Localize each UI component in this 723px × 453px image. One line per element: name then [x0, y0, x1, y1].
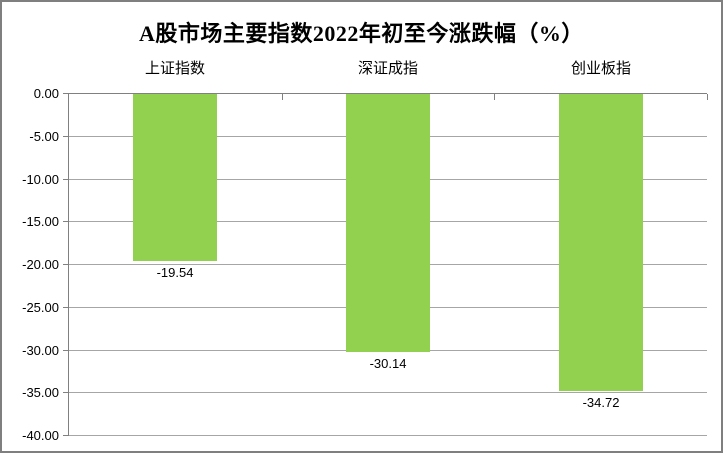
- category-label: 上证指数: [144, 60, 205, 77]
- y-axis-tick: [63, 93, 69, 94]
- y-tick-label: -5.00: [29, 129, 59, 144]
- bar-value-label: -19.54: [156, 265, 194, 280]
- y-tick-label: -30.00: [22, 343, 59, 358]
- y-axis-tick: [63, 435, 69, 436]
- y-axis-tick: [63, 264, 69, 265]
- y-tick-label: -40.00: [22, 428, 59, 443]
- y-tick-label: -35.00: [22, 385, 59, 400]
- gridline: [69, 435, 707, 436]
- y-tick-label: -25.00: [22, 300, 59, 315]
- y-axis-tick: [63, 392, 69, 393]
- chart-title: A股市场主要指数2022年初至今涨跌幅（%）: [139, 21, 584, 46]
- category-label: 深证成指: [357, 60, 418, 77]
- y-tick-label: -20.00: [22, 257, 59, 272]
- category-axis-tick: [282, 94, 283, 100]
- y-tick-label: -15.00: [22, 214, 59, 229]
- bar: [133, 94, 217, 261]
- bar: [559, 94, 643, 391]
- y-axis-tick: [63, 136, 69, 137]
- bar-value-label: -30.14: [369, 356, 407, 371]
- category-axis-line: [69, 93, 707, 94]
- bar-value-label: -34.72: [582, 395, 620, 410]
- category-axis-tick: [707, 94, 708, 100]
- y-axis-tick: [63, 307, 69, 308]
- gridline: [69, 392, 707, 393]
- y-tick-label: 0.00: [33, 86, 59, 101]
- y-tick-label: -10.00: [22, 172, 59, 187]
- y-axis-tick: [63, 350, 69, 351]
- y-axis-tick: [63, 221, 69, 222]
- y-axis-tick: [63, 179, 69, 180]
- category-axis-tick: [494, 94, 495, 100]
- y-axis-line: [68, 93, 69, 436]
- bar: [346, 94, 430, 352]
- category-label: 创业板指: [570, 60, 631, 77]
